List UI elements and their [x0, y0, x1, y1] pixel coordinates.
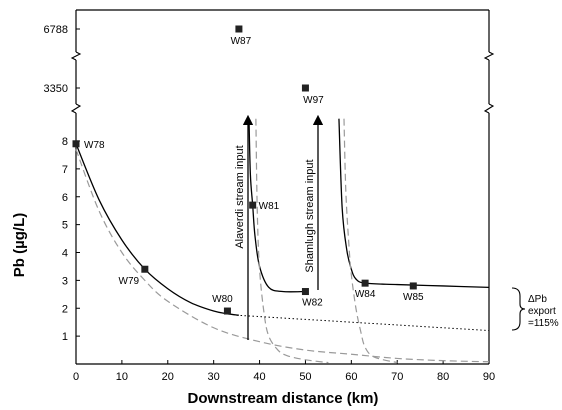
y-tick-label: 4 [62, 248, 68, 260]
shamlugh-input-label: Shamlugh stream input [304, 159, 316, 272]
x-axis-label: Downstream distance (km) [188, 390, 379, 407]
y-tick-label: 8 [62, 136, 68, 148]
x-tick-label: 80 [437, 371, 449, 383]
data-point-w79 [141, 265, 149, 273]
y-tick-label: 7 [62, 164, 68, 176]
data-point-w80 [223, 307, 231, 315]
y-tick-label: 2 [62, 303, 68, 315]
delta-pb-percent-label: =115% [528, 318, 559, 329]
point-label-w82: W82 [302, 298, 323, 309]
series-line-dashed [255, 118, 329, 364]
x-tick-label: 70 [391, 371, 403, 383]
axis-break-mark [70, 51, 82, 61]
point-label-w97: W97 [303, 95, 324, 106]
x-tick-label: 20 [162, 371, 174, 383]
delta-pb-label: ΔPb [528, 294, 547, 305]
axis-break-mark [483, 103, 495, 114]
x-tick-label: 30 [208, 371, 220, 383]
data-point-w81 [249, 201, 257, 209]
point-label-w79: W79 [119, 276, 140, 287]
data-point-w87 [235, 25, 243, 33]
y-tick-label: 6788 [44, 24, 68, 36]
data-point-w97 [301, 84, 309, 92]
plot-area: 0 10 20 30 40 50 60 70 80 90 1 2 3 4 5 6 7 8 3350 6788 W78 W7… [44, 9, 495, 383]
point-label-w87: W87 [231, 36, 252, 47]
series-line-solid [248, 118, 306, 293]
x-tick-label: 0 [73, 371, 79, 383]
y-tick-label: 6 [62, 192, 68, 204]
x-tick-label: 10 [116, 371, 128, 383]
x-tick-label: 40 [253, 371, 265, 383]
series-line-dotted [236, 314, 490, 332]
y-tick-label: 3 [62, 275, 68, 287]
series-line-dashed [343, 118, 398, 364]
data-point-w78 [72, 140, 80, 148]
x-tick-label: 60 [345, 371, 357, 383]
data-point-w85 [409, 282, 417, 290]
series-line-dashed [75, 149, 490, 363]
x-tick-label: 90 [483, 371, 495, 383]
series-line-solid [75, 143, 239, 316]
axis-break-mark [483, 51, 495, 61]
point-label-w81: W81 [259, 201, 280, 212]
y-axis-label: Pb (µg/L) [11, 213, 28, 277]
axis-break-mark [70, 103, 82, 114]
x-tick-label: 50 [299, 371, 311, 383]
point-label-w84: W84 [355, 289, 376, 300]
point-label-w85: W85 [403, 292, 424, 303]
y-tick-label: 3350 [44, 83, 68, 95]
y-tick-label: 1 [62, 331, 68, 343]
point-label-w80: W80 [212, 294, 233, 305]
data-point-w84 [361, 279, 369, 287]
series-line-solid [338, 118, 490, 288]
y-tick-label: 5 [62, 220, 68, 232]
alaverdi-input-label: Alaverdi stream input [234, 145, 246, 248]
data-point-w82 [301, 288, 309, 296]
delta-pb-export-label: export [528, 306, 556, 317]
point-label-w78: W78 [84, 140, 105, 151]
delta-pb-brace [511, 287, 526, 331]
